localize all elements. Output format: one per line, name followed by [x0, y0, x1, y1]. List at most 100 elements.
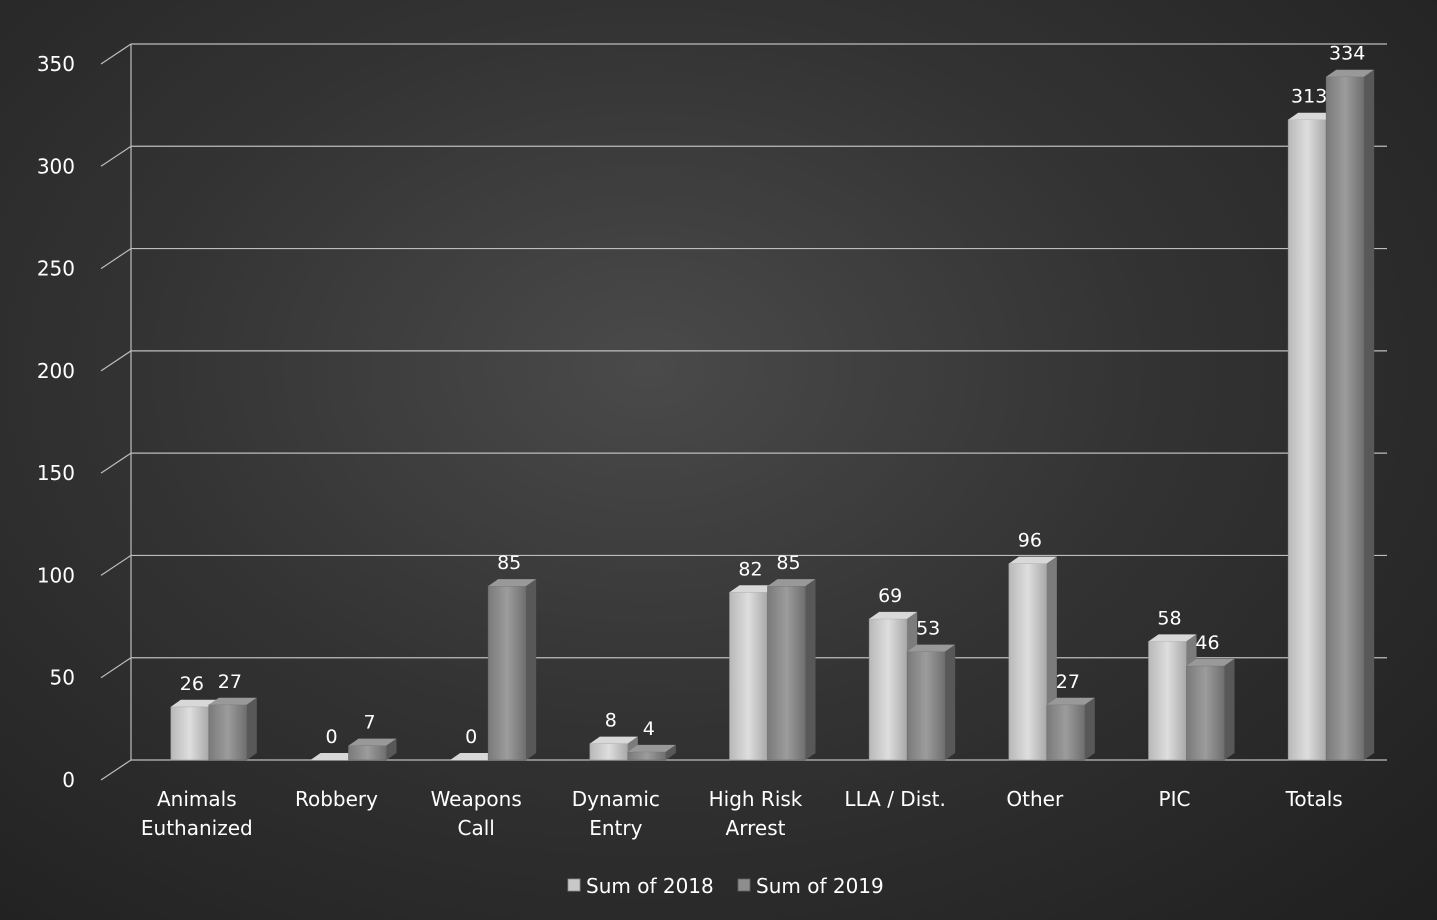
gridline-depth — [100, 248, 132, 270]
x-axis-category-labels: Animals Euthanized Robbery Weapons Call Dynam… — [141, 787, 1343, 840]
bar-2019 — [208, 704, 248, 761]
bar-2018 — [1287, 119, 1327, 761]
bar-top-face — [729, 585, 778, 593]
bar-top-face — [1046, 697, 1095, 705]
bars — [170, 69, 1375, 761]
bar-top-face — [450, 753, 499, 760]
bar-2018 — [729, 591, 768, 761]
y-tick-label: 300 — [37, 154, 75, 178]
data-label: 53 — [916, 618, 940, 640]
legend-label: Sum of 2019 — [756, 874, 884, 898]
x-category-label: Robbery — [295, 787, 378, 811]
bar-side-face — [246, 697, 257, 760]
bar-2018 — [868, 618, 908, 761]
bar-side-face — [945, 644, 956, 760]
bar-top-face — [907, 644, 956, 652]
bar-top-face — [1186, 658, 1235, 666]
y-tick-label: 0 — [62, 768, 75, 792]
bar-2019 — [627, 751, 667, 761]
data-label: 27 — [218, 671, 242, 693]
bar-top-face — [1288, 112, 1337, 120]
bar-2019 — [1046, 704, 1086, 761]
bar-top-face — [767, 579, 816, 587]
data-label: 7 — [363, 712, 375, 734]
data-label: 4 — [643, 718, 655, 740]
bar-top-face — [310, 753, 359, 760]
x-category-label: Call — [457, 816, 494, 840]
bar-2018 — [1148, 641, 1187, 761]
x-category-label: Animals — [157, 787, 237, 811]
gridlines — [100, 43, 1387, 781]
x-category-label: High Risk — [709, 787, 803, 811]
bar-top-face — [1148, 634, 1197, 642]
bar-side-face — [526, 579, 537, 760]
legend-label: Sum of 2018 — [586, 874, 714, 898]
x-category-label: Dynamic — [572, 787, 660, 811]
data-label: 27 — [1056, 671, 1080, 693]
y-tick-label: 250 — [37, 257, 75, 281]
bar-2019 — [1325, 76, 1365, 761]
data-label: 8 — [605, 710, 617, 732]
data-label: 82 — [738, 558, 762, 580]
bar-top-face — [627, 744, 676, 752]
bar-side-face — [1084, 697, 1095, 760]
bar-side-face — [805, 579, 816, 760]
gridline-depth — [100, 554, 132, 576]
bar-top-face — [488, 579, 537, 587]
bar-2019 — [487, 585, 527, 761]
data-label: 58 — [1157, 607, 1181, 629]
x-category-label: LLA / Dist. — [844, 787, 945, 811]
data-label: 26 — [180, 673, 204, 695]
bar-top-face — [869, 611, 918, 619]
data-label: 0 — [325, 726, 337, 748]
data-label: 85 — [776, 552, 800, 574]
y-tick-label: 50 — [50, 666, 75, 690]
data-label: 85 — [497, 552, 521, 574]
bar-2019 — [767, 585, 806, 761]
y-tick-label: 100 — [37, 563, 75, 587]
gridline-depth — [100, 452, 132, 474]
y-tick-label: 350 — [37, 52, 75, 76]
x-category-label: Euthanized — [141, 816, 253, 840]
bar-2019 — [1186, 665, 1225, 761]
bar-side-face — [1364, 69, 1375, 760]
bar-2018 — [1008, 563, 1048, 761]
x-category-label: PIC — [1159, 787, 1191, 811]
bar-top-face — [1326, 69, 1375, 77]
data-label: 69 — [878, 585, 902, 607]
data-label: 313 — [1291, 86, 1327, 108]
x-category-label: Other — [1006, 787, 1064, 811]
bar-top-face — [589, 736, 638, 744]
bar-top-face — [348, 738, 397, 746]
bar-top-face — [170, 699, 219, 707]
y-tick-label: 200 — [37, 359, 75, 383]
x-category-label: Weapons — [431, 787, 522, 811]
bar-2018 — [589, 743, 629, 761]
data-label: 46 — [1195, 632, 1219, 654]
x-category-label: Entry — [589, 816, 642, 840]
legend: Sum of 2018 Sum of 2019 — [567, 874, 884, 898]
data-label: 0 — [465, 726, 477, 748]
bar-side-face — [665, 744, 676, 760]
data-label: 96 — [1018, 530, 1042, 552]
gridline-depth — [100, 350, 132, 372]
y-axis-tick-labels: 0 50 100 150 200 250 300 350 — [37, 52, 75, 792]
gridline-depth — [100, 657, 132, 679]
y-tick-label: 150 — [37, 461, 75, 485]
bar-top-face — [208, 697, 257, 705]
bar-top-face — [1008, 556, 1057, 564]
legend-swatch — [567, 878, 581, 892]
bar-2019 — [906, 651, 946, 761]
bar-2018 — [170, 706, 210, 761]
gridline-depth — [100, 43, 132, 65]
data-label: 334 — [1329, 43, 1365, 65]
gridline-depth — [100, 145, 132, 167]
x-category-label: Totals — [1285, 787, 1343, 811]
bar-side-face — [386, 738, 397, 760]
bar-2019 — [348, 745, 387, 761]
x-category-label: Arrest — [726, 816, 786, 840]
gridline-depth — [100, 759, 132, 781]
bar-side-face — [1224, 658, 1235, 760]
